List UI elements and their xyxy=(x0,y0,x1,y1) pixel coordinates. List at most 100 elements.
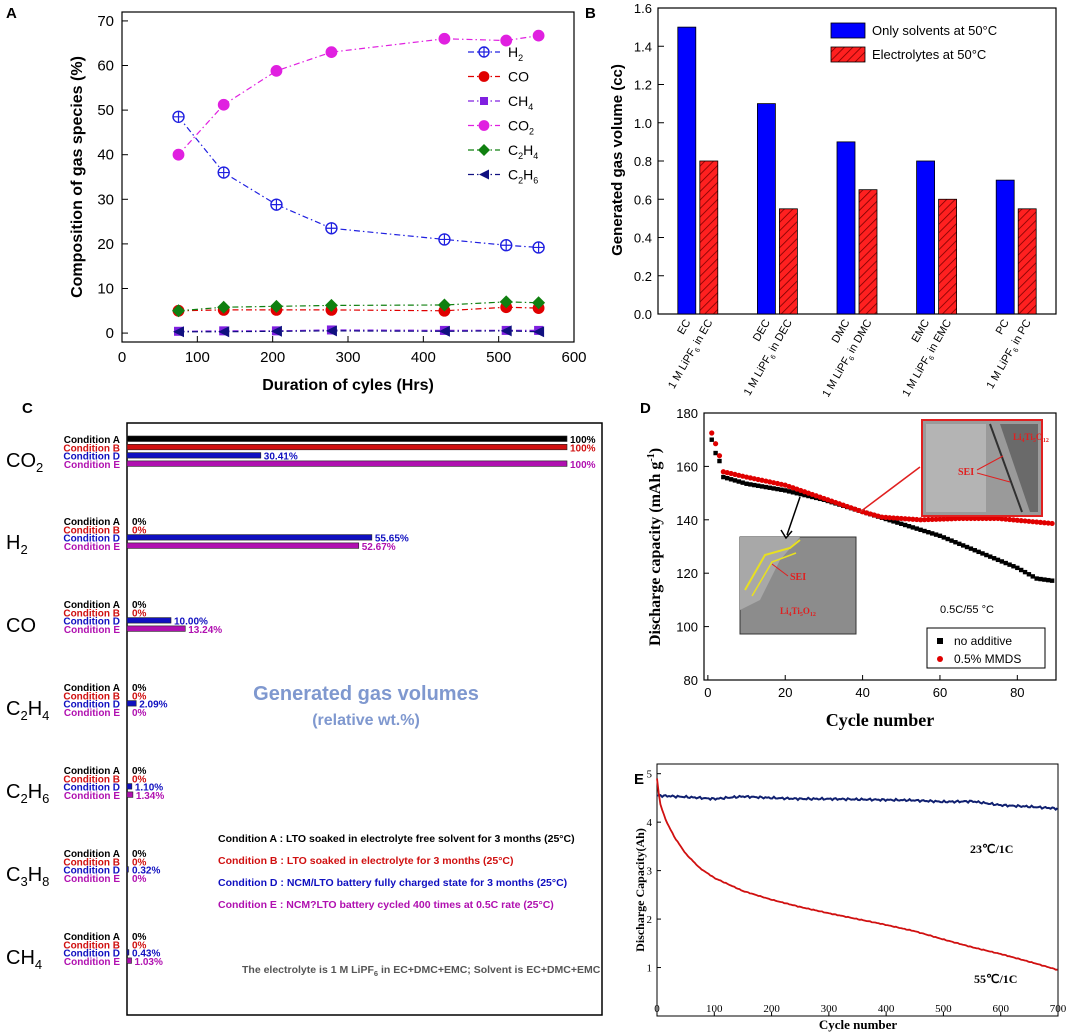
panel-d-point-no-additive xyxy=(933,532,939,537)
panel-e-xtick-label: 600 xyxy=(992,1003,1009,1015)
panel-a-point-H2-cross xyxy=(500,239,512,251)
panel-c-subtitle: (relative wt.%) xyxy=(312,712,420,729)
panel-a-xtick-label: 600 xyxy=(561,349,586,366)
panel-c-gas-tail: H xyxy=(28,864,42,886)
panel-e-ytick-label: 1 xyxy=(647,963,653,975)
panel-c-bar xyxy=(126,783,133,790)
panel-d-legend-marker xyxy=(937,638,943,644)
panel-d-point-no-additive xyxy=(1018,567,1024,573)
panel-c-bar-label: 30.41% xyxy=(264,452,298,463)
panel-d-point-mmds xyxy=(910,516,916,522)
panel-c-condition-label: Condition B xyxy=(63,857,120,868)
panel-d-point-mmds xyxy=(887,515,893,521)
panel-c-gas-sub: 2 xyxy=(20,542,27,557)
panel-d-point-no-additive xyxy=(984,552,989,558)
panel-a-ytick-label: 70 xyxy=(97,13,114,30)
panel-c-gas-main: CO xyxy=(6,615,36,637)
panel-d-point-no-additive xyxy=(779,487,784,492)
panel-d-point-mmds xyxy=(720,469,726,475)
panel-a-legend-marker xyxy=(478,71,490,82)
panel-d-point-mmds xyxy=(956,515,962,522)
panel-c-condition-label: Condition B xyxy=(63,691,120,702)
panel-c-frame xyxy=(126,422,603,1016)
panel-c-bar-label: 10.00% xyxy=(174,617,208,628)
panel-d-point-mmds xyxy=(1018,518,1024,524)
panel-d-point-mmds xyxy=(716,453,723,459)
panel-d-point-no-additive xyxy=(794,491,800,496)
panel-d-point-mmds xyxy=(894,515,901,521)
panel-a-legend-sub2: 4 xyxy=(533,151,538,161)
panel-c-bar xyxy=(126,534,373,541)
panel-a-point-C2H6 xyxy=(325,325,337,337)
panel-d-point-no-additive xyxy=(1022,569,1028,575)
panel-e-label-23c: 23℃/1C xyxy=(970,842,1013,856)
panel-a-point-H2-cross xyxy=(438,233,450,245)
panel-d-point-mmds xyxy=(914,516,920,523)
panel-a-ytick-label: 20 xyxy=(97,236,114,253)
panel-e-xtick-label: 500 xyxy=(935,1003,952,1015)
panel-c-condition-label: Condition E xyxy=(64,460,120,471)
panel-a-legend-marker-cross xyxy=(479,47,489,57)
panel-c-gas-sub2: 8 xyxy=(42,874,49,889)
panel-a-legend-sub: 2 xyxy=(518,53,523,63)
panel-b-xtick-post: in PC xyxy=(1008,317,1033,349)
panel-d-point-mmds xyxy=(999,516,1005,522)
panel-a-ytick-label: 30 xyxy=(97,191,114,208)
panel-d-point-no-additive xyxy=(957,541,962,547)
panel-c-bar-label: 0% xyxy=(132,940,147,951)
panel-b-xtick-post: in EC xyxy=(690,317,715,349)
panel-a-point-CO2 xyxy=(217,98,230,111)
panel-d-point-mmds xyxy=(979,515,986,522)
panel-d-point-no-additive xyxy=(728,477,734,482)
panel-c-bar xyxy=(126,791,134,798)
panel-d-legend: no additive 0.5% MMDS xyxy=(926,627,1046,669)
panel-d-point-mmds xyxy=(1030,519,1036,525)
panel-d-point-mmds xyxy=(755,476,761,483)
panel-d-inset-lower-arrowhead xyxy=(780,529,793,540)
panel-b-xtick-pre: 1 M LiPF xyxy=(666,347,699,391)
panel-c-legend-entry: Condition D : NCM/LTO battery fully char… xyxy=(218,877,567,889)
panel-c-bar-label: 0.43% xyxy=(132,949,160,960)
panel-c-bar-label: 0% xyxy=(132,849,147,860)
panel-b-ytick-label: 0.4 xyxy=(634,231,652,246)
panel-d-point-no-additive xyxy=(914,526,919,531)
panel-a-legend-name: H xyxy=(508,44,518,60)
panel-c-bar-label: 1.34% xyxy=(136,791,164,802)
panel-d-point-no-additive xyxy=(910,525,916,530)
panel-d-ytick-label: 140 xyxy=(676,513,698,528)
panel-d-point-mmds xyxy=(991,515,997,522)
panel-d-point-mmds xyxy=(1037,519,1044,525)
panel-d-point-no-additive xyxy=(968,546,974,551)
panel-a-xtick-label: 100 xyxy=(185,349,210,366)
panel-d-point-mmds xyxy=(952,515,959,522)
panel-d-point-mmds xyxy=(933,516,939,522)
panel-c-bar xyxy=(126,435,568,442)
panel-a-point-C2H6 xyxy=(173,326,184,338)
panel-d-point-no-additive xyxy=(763,484,769,490)
panel-a-legend-sub: 2 xyxy=(529,127,534,137)
panel-b-xtick-label-solvent: EC xyxy=(675,317,693,336)
panel-b-ytick-label: 0.6 xyxy=(634,192,652,207)
panel-a-series xyxy=(172,29,546,338)
panel-c-bar-label: 0% xyxy=(132,608,147,619)
panel-a-ylabel: Composition of gas species (%) xyxy=(69,56,86,298)
panel-d-plot-frame xyxy=(703,412,1057,681)
panel-label-d: D xyxy=(640,400,651,417)
panel-d-point-no-additive xyxy=(1003,560,1008,566)
panel-d-xtick-label: 20 xyxy=(778,685,792,700)
panel-d-point-no-additive xyxy=(717,458,722,464)
panel-d-point-no-additive xyxy=(752,482,757,488)
panel-b-xtick-pre: 1 M LiPF xyxy=(900,355,933,399)
panel-c-bar-label: 0% xyxy=(132,683,147,694)
panel-d-point-mmds xyxy=(929,516,935,522)
panel-d-point-mmds xyxy=(921,517,928,523)
panel-c-gas-main: C xyxy=(6,781,20,803)
panel-c-gas-sub: 4 xyxy=(35,957,42,972)
panel-b-bar xyxy=(858,189,878,315)
panel-b-xtick-label-solvent: PC xyxy=(994,317,1012,336)
panel-d-point-no-additive xyxy=(1011,564,1016,569)
panel-a-ytick-label: 50 xyxy=(97,102,114,119)
panel-b-xtick-label-electrolyte: 1 M LiPF6 in PC xyxy=(984,317,1035,391)
panel-c-condition-label: Condition B xyxy=(63,443,120,454)
